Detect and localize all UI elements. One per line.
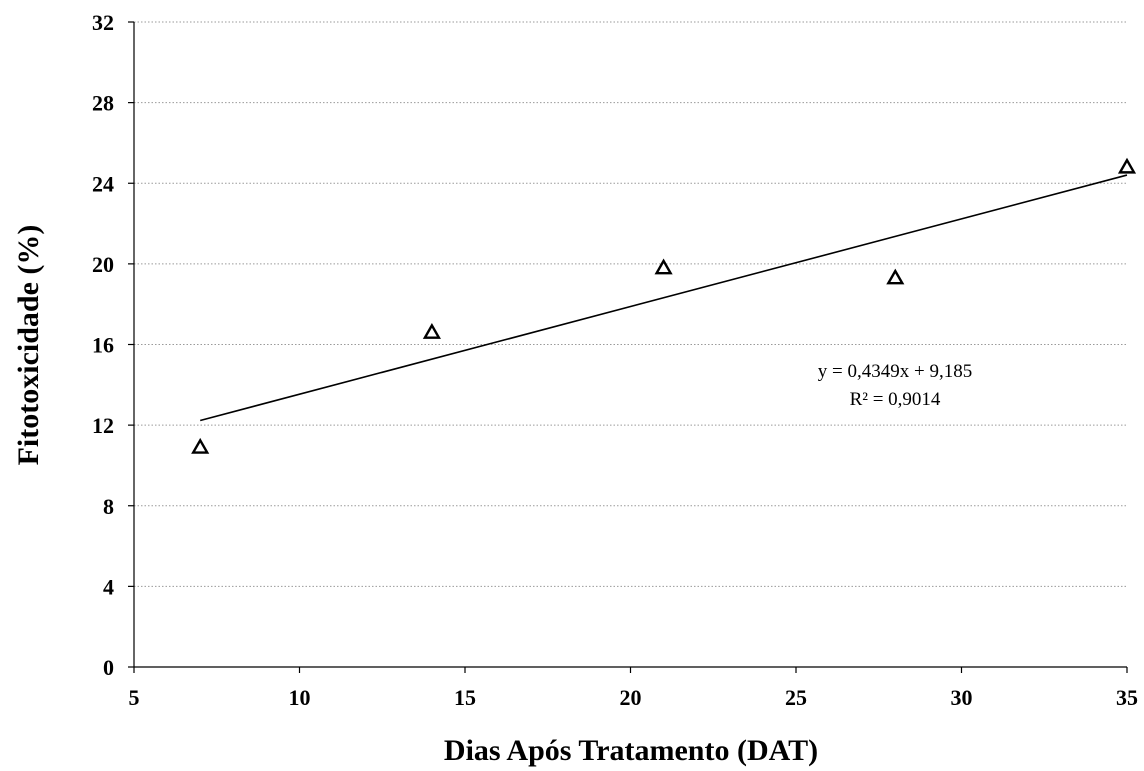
- y-tick-label: 4: [103, 574, 114, 599]
- x-tick-label: 10: [289, 685, 311, 710]
- y-tick-label: 20: [92, 252, 114, 277]
- y-tick-label: 12: [92, 413, 114, 438]
- trendline: [199, 174, 1128, 422]
- y-tick-label: 0: [103, 655, 114, 680]
- data-point: [1117, 157, 1137, 174]
- y-axis-title: Fitotoxicidade (%): [12, 225, 45, 466]
- y-tick-labels: 0 4 8 12 16 20 24 28 32: [92, 10, 134, 680]
- trendline-group: [199, 174, 1128, 422]
- data-point: [422, 322, 441, 339]
- data-point: [191, 437, 210, 454]
- data-points: [191, 157, 1137, 454]
- equation-annotation: y = 0,4349x + 9,185 R² = 0,9014: [818, 361, 972, 410]
- x-tick-label: 15: [454, 685, 476, 710]
- grid-lines: [134, 21, 1127, 587]
- y-tick-label: 8: [103, 494, 114, 519]
- x-axis-title: Dias Após Tratamento (DAT): [444, 734, 818, 767]
- r-squared-label: R² = 0,9014: [850, 389, 941, 410]
- equation-label: y = 0,4349x + 9,185: [818, 361, 972, 382]
- data-point: [886, 268, 905, 285]
- x-tick-label: 30: [951, 685, 973, 710]
- data-point: [654, 258, 673, 275]
- x-tick-label: 35: [1116, 685, 1138, 710]
- x-tick-labels: 5 10 15 20 25 30 35: [129, 667, 1138, 710]
- y-tick-label: 24: [92, 171, 114, 196]
- x-tick-label: 25: [785, 685, 807, 710]
- x-tick-label: 20: [620, 685, 642, 710]
- x-tick-label: 5: [129, 685, 140, 710]
- y-tick-label: 16: [92, 333, 114, 358]
- y-tick-label: 32: [92, 10, 114, 35]
- y-tick-label: 28: [92, 91, 114, 116]
